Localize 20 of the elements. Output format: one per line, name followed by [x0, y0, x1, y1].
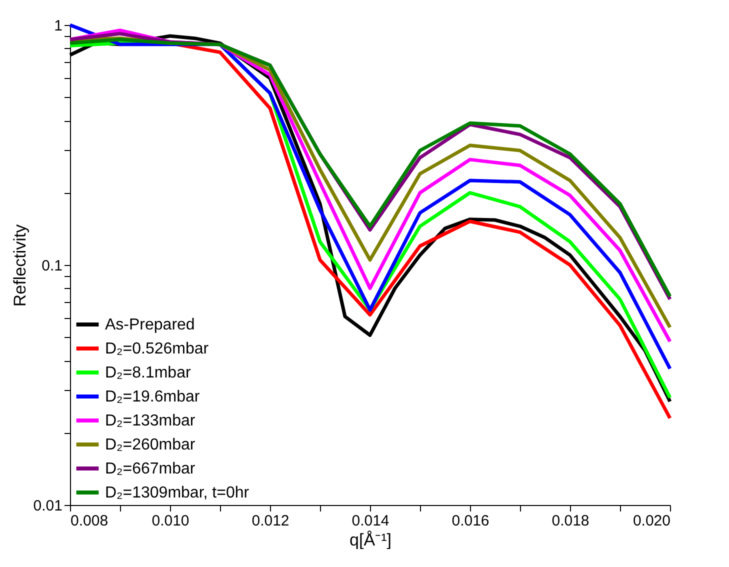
x-tick-label: 0.016 [452, 512, 490, 530]
y-axis-title: Reflectivity [10, 224, 30, 307]
y-tick-label: 0.1 [42, 258, 62, 274]
legend-label: D₂=260mbar [105, 436, 196, 454]
legend-label: D₂=0.526mbar [105, 340, 210, 358]
y-tick-label: 0.01 [33, 498, 62, 514]
legend-label: D₂=19.6mbar [105, 388, 200, 406]
legend-label: D₂=1309mbar, t=0hr [105, 484, 250, 502]
x-tick-label: 0.010 [152, 512, 190, 530]
legend-label: D₂=667mbar [105, 460, 196, 478]
x-tick-label: 0.012 [252, 512, 290, 530]
x-axis-title: q[Å⁻¹] [350, 530, 392, 550]
legend-label: As-Prepared [105, 316, 195, 334]
x-tick-label: 0.018 [552, 512, 590, 530]
x-tick-label: 0.020 [632, 512, 670, 530]
legend-label: D₂=8.1mbar [105, 364, 192, 382]
legend-label: D₂=133mbar [105, 412, 196, 430]
x-tick-label: 0.014 [352, 512, 390, 530]
x-tick-label: 0.008 [70, 512, 108, 530]
y-tick-label: 1 [54, 18, 62, 34]
